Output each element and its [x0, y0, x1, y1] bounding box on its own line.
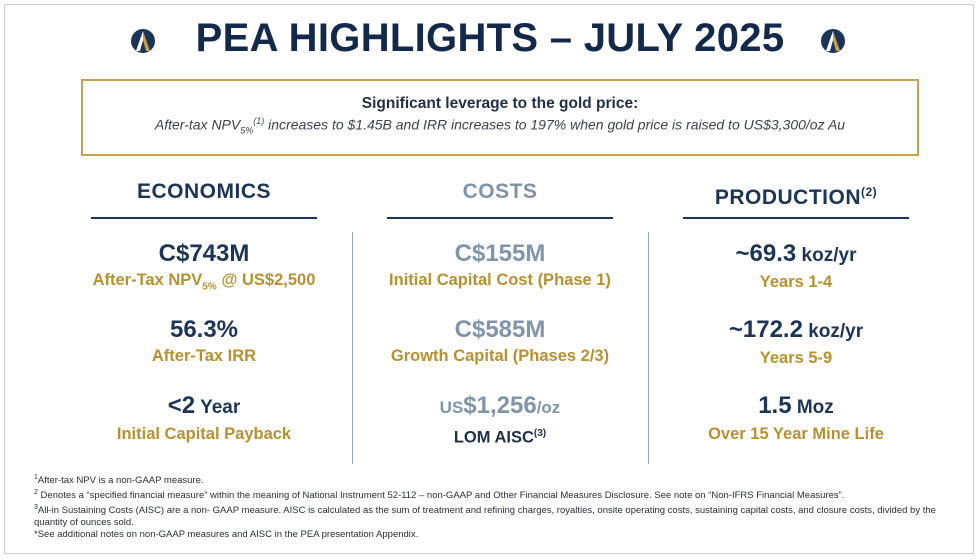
npv-metric: C$743M After-Tax NPV5% @ US$2,500: [64, 239, 344, 315]
production-years-1-4-unit: koz/yr: [796, 245, 857, 266]
production-years-1-4-number: ~69.3: [735, 240, 797, 267]
footnote-mark: 2: [34, 489, 38, 497]
callout-footnote-ref: (1): [253, 116, 265, 126]
production-footnote-ref: (2): [861, 185, 878, 199]
footnote-mark: 3: [34, 504, 38, 512]
footnote: 2 Denotes a “specified financial measure…: [34, 487, 964, 502]
production-years-5-9-value: ~172.2 koz/yr: [656, 315, 936, 347]
payback-value-unit: Year: [195, 397, 241, 418]
callout-body-text: increases to $1.45B and IRR increases to…: [264, 116, 846, 133]
callout-body: After-tax NPV5%(1) increases to $1.45B a…: [83, 116, 917, 135]
production-years-5-9-metric: ~172.2 koz/yr Years 5-9: [656, 315, 936, 391]
npv-value: C$743M: [158, 240, 250, 267]
production-heading: PRODUCTION(2): [656, 176, 936, 209]
irr-value: 56.3%: [169, 316, 239, 343]
callout-npv-subscript: 5%: [240, 125, 254, 136]
payback-value-number: <2: [167, 392, 196, 419]
gold-price-callout: Significant leverage to the gold price: …: [81, 79, 919, 156]
irr-metric: 56.3% After-Tax IRR: [64, 315, 344, 391]
company-logo-icon: [131, 29, 155, 53]
irr-label: After-Tax IRR: [151, 347, 257, 365]
payback-value: <2 Year: [64, 391, 344, 423]
economics-column: ECONOMICS C$743M After-Tax NPV5% @ US$2,…: [64, 176, 344, 467]
costs-underline: [387, 217, 613, 219]
column-divider: [648, 232, 649, 464]
npv-label-suffix: @ US$2,500: [216, 271, 316, 289]
callout-heading: Significant leverage to the gold price:: [361, 95, 639, 112]
callout-npv-label: After-tax NPV: [154, 116, 241, 133]
production-column: PRODUCTION(2) ~69.3 koz/yr Years 1-4 ~17…: [656, 176, 936, 467]
production-years-5-9-number: ~172.2: [728, 316, 803, 343]
production-years-1-4-metric: ~69.3 koz/yr Years 1-4: [656, 239, 936, 315]
initial-capital-metric: C$155M Initial Capital Cost (Phase 1): [360, 239, 640, 315]
payback-label: Initial Capital Payback: [116, 425, 292, 443]
footnote-mark: 1: [34, 474, 38, 481]
footnote: *See additional notes on non-GAAP measur…: [34, 529, 964, 541]
aisc-value-unit: /oz: [536, 398, 561, 417]
company-logo-icon: [821, 29, 845, 53]
growth-capital-label: Growth Capital (Phases 2/3): [390, 347, 610, 365]
aisc-value-number: $1,256: [463, 392, 537, 419]
initial-capital-value: C$155M: [454, 240, 546, 267]
payback-metric: <2 Year Initial Capital Payback: [64, 391, 344, 467]
aisc-footnote-ref: (3): [533, 428, 547, 439]
costs-column: COSTS C$155M Initial Capital Cost (Phase…: [360, 176, 640, 467]
growth-capital-value: C$585M: [454, 316, 546, 343]
aisc-label-text: LOM AISC: [453, 428, 534, 447]
mine-life-number: 1.5: [758, 392, 792, 419]
slide-frame: [4, 4, 974, 554]
economics-underline: [91, 217, 317, 219]
growth-capital-metric: C$585M Growth Capital (Phases 2/3): [360, 315, 640, 391]
costs-heading: COSTS: [462, 180, 538, 203]
footnote: 3All-in Sustaining Costs (AISC) are a no…: [34, 502, 964, 529]
production-underline: [683, 217, 909, 219]
aisc-value: US$1,256/oz: [360, 391, 640, 423]
production-years-1-4-label: Years 1-4: [759, 273, 833, 291]
mine-life-metric: 1.5 Moz Over 15 Year Mine Life: [656, 391, 936, 467]
footnotes: 1After-tax NPV is a non-GAAP measure. 2 …: [34, 472, 964, 541]
footnote-text: All-in Sustaining Costs (AISC) are a non…: [34, 505, 936, 529]
footnote-text: *See additional notes on non-GAAP measur…: [34, 529, 419, 541]
footnote-text: After-tax NPV is a non-GAAP measure.: [37, 475, 204, 487]
npv-label-subscript: 5%: [202, 281, 217, 293]
mine-life-label: Over 15 Year Mine Life: [708, 425, 884, 443]
initial-capital-label: Initial Capital Cost (Phase 1): [389, 271, 611, 289]
production-years-1-4-value: ~69.3 koz/yr: [656, 239, 936, 271]
economics-heading: ECONOMICS: [136, 180, 271, 203]
production-years-5-9-label: Years 5-9: [759, 349, 833, 367]
mine-life-value: 1.5 Moz: [656, 391, 936, 423]
npv-label: After-Tax NPV5% @ US$2,500: [64, 269, 344, 298]
aisc-label: LOM AISC(3): [360, 423, 640, 449]
mine-life-unit: Moz: [791, 397, 834, 418]
page-title: PEA HIGHLIGHTS – JULY 2025: [195, 16, 785, 60]
npv-label-prefix: After-Tax NPV: [92, 271, 203, 289]
footnote: 1After-tax NPV is a non-GAAP measure.: [34, 472, 964, 487]
column-divider: [352, 232, 353, 464]
aisc-metric: US$1,256/oz LOM AISC(3): [360, 391, 640, 467]
production-years-5-9-unit: koz/yr: [802, 321, 864, 342]
footnote-text: Denotes a “specified financial measure” …: [37, 490, 845, 502]
production-heading-text: PRODUCTION: [714, 186, 861, 209]
aisc-currency: US: [439, 398, 464, 417]
